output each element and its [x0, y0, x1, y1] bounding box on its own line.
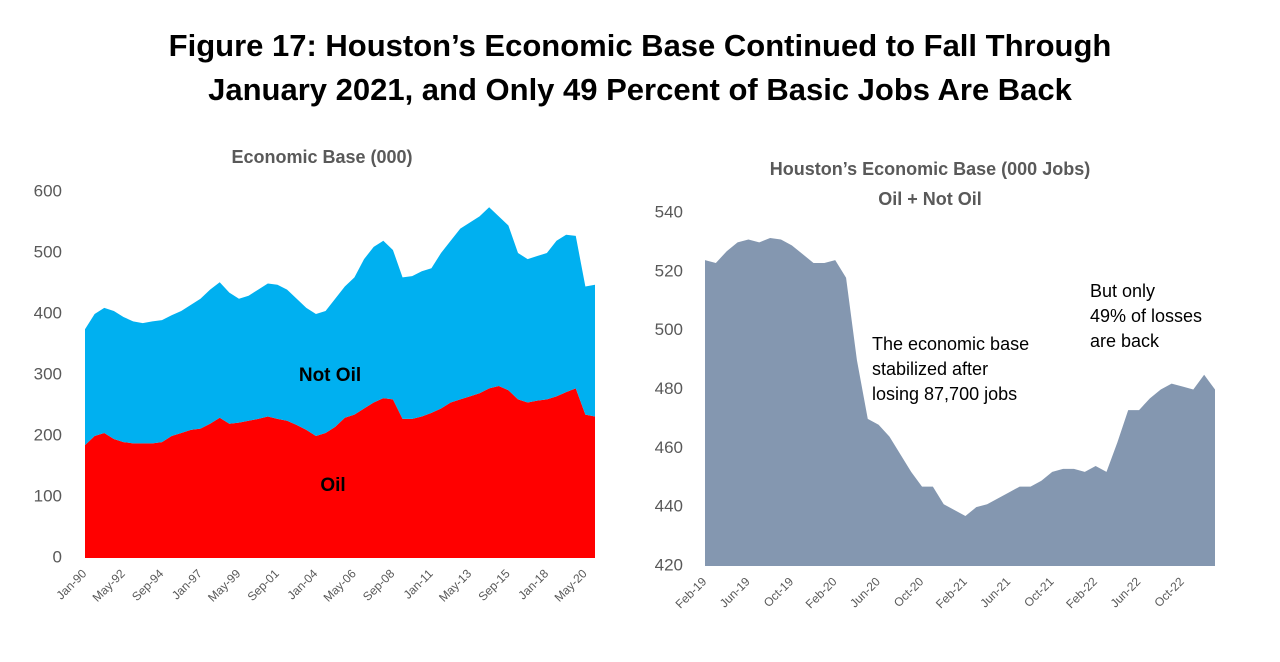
- y-tick-label: 520: [655, 261, 683, 280]
- area: [705, 238, 1215, 567]
- chart-title: Houston’s Economic Base (000 Jobs): [770, 159, 1090, 179]
- y-tick-label: 500: [655, 320, 683, 339]
- y-tick-label: 500: [34, 242, 62, 261]
- x-tick-label: Jun-21: [977, 574, 1013, 610]
- annotation: are back: [1090, 331, 1160, 351]
- x-tick-label: Jan-97: [169, 566, 205, 602]
- y-tick-label: 420: [655, 555, 683, 574]
- y-tick-label: 540: [655, 202, 683, 221]
- x-tick-label: Feb-22: [1063, 574, 1100, 611]
- x-tick-label: Jun-19: [717, 574, 753, 610]
- x-tick-label: Jan-04: [284, 566, 320, 602]
- y-tick-label: 440: [655, 497, 683, 516]
- page-title: Figure 17: Houston’s Economic Base Conti…: [169, 28, 1112, 63]
- y-tick-label: 400: [34, 303, 62, 322]
- x-tick-label: Oct-22: [1151, 574, 1187, 610]
- x-tick-label: Feb-21: [933, 574, 970, 611]
- annotation: losing 87,700 jobs: [872, 384, 1017, 404]
- annotation: Oil: [320, 475, 345, 496]
- page-title: January 2021, and Only 49 Percent of Bas…: [208, 72, 1073, 107]
- chart-title: Oil + Not Oil: [878, 189, 982, 209]
- y-tick-label: 300: [34, 364, 62, 383]
- x-tick-label: Oct-21: [1021, 574, 1057, 610]
- x-tick-label: May-13: [436, 566, 474, 604]
- x-tick-label: May-99: [205, 566, 243, 604]
- y-tick-label: 480: [655, 379, 683, 398]
- x-tick-label: Jun-22: [1108, 574, 1144, 610]
- x-tick-label: Jan-11: [401, 566, 436, 601]
- x-tick-label: Feb-20: [803, 574, 840, 611]
- x-tick-label: Sep-08: [360, 566, 397, 603]
- area: [85, 207, 595, 446]
- annotation: stabilized after: [872, 359, 988, 379]
- chart-title: Economic Base (000): [231, 147, 412, 167]
- y-tick-label: 460: [655, 438, 683, 457]
- x-tick-label: Feb-19: [673, 574, 710, 611]
- annotation: 49% of losses: [1090, 306, 1202, 326]
- x-tick-label: May-20: [552, 566, 590, 604]
- x-tick-label: May-06: [321, 566, 359, 604]
- area: [85, 385, 595, 558]
- x-tick-label: Jan-90: [54, 566, 90, 602]
- y-tick-label: 100: [34, 486, 62, 505]
- annotation: The economic base: [872, 334, 1029, 354]
- y-tick-label: 0: [53, 547, 62, 566]
- x-tick-label: Sep-01: [245, 566, 282, 603]
- annotation: Not Oil: [299, 365, 361, 386]
- x-tick-label: Oct-19: [761, 574, 797, 610]
- x-tick-label: Jun-20: [847, 574, 883, 610]
- x-tick-label: Jan-18: [515, 566, 551, 602]
- x-tick-label: Oct-20: [891, 574, 927, 610]
- y-tick-label: 600: [34, 181, 62, 200]
- annotation: But only: [1090, 281, 1155, 301]
- x-tick-label: Sep-15: [475, 566, 512, 603]
- y-tick-label: 200: [34, 425, 62, 444]
- x-tick-label: Sep-94: [129, 566, 166, 603]
- x-tick-label: May-92: [90, 566, 128, 604]
